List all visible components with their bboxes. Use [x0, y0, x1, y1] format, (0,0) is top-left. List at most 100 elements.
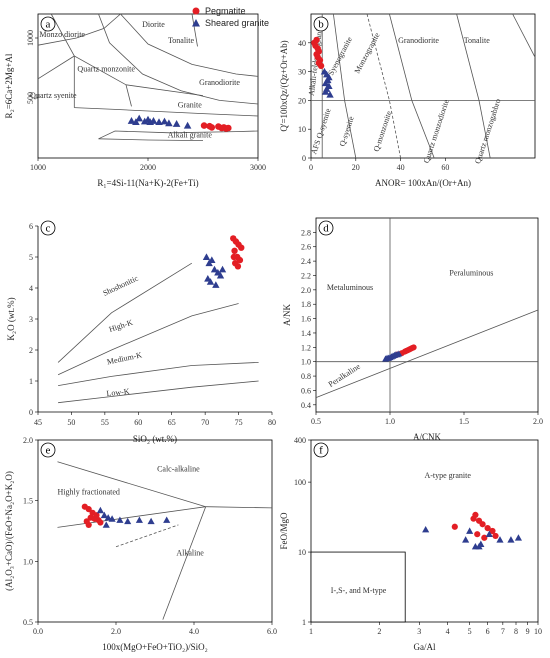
field-boundary	[37, 13, 121, 46]
sheared-granite-point	[96, 506, 104, 514]
field-label: Granodiorite	[199, 78, 240, 87]
y-tick-label: 0.4	[301, 401, 311, 410]
y-tick-label: 2.6	[301, 243, 311, 252]
field-label: High-K	[108, 318, 134, 334]
field-label: Tonalite	[464, 36, 491, 45]
x-tick-label: 20	[352, 163, 360, 172]
sheared-granite-point	[163, 516, 171, 523]
sheared-granite-point	[165, 119, 173, 127]
pegmatite-point	[230, 253, 238, 261]
sheared-granite-point	[202, 253, 211, 260]
pegmatite-point	[97, 519, 104, 526]
y-tick-label: 1.0	[23, 557, 33, 566]
y-tick-label: 1	[29, 377, 33, 386]
legend-label: Sheared granite	[205, 18, 269, 28]
field-boundary	[456, 13, 491, 159]
field-boundary	[512, 13, 536, 58]
y-tick-label: 3	[29, 315, 33, 324]
sheared-granite-point	[466, 527, 474, 534]
y-tick-label: 1.5	[23, 497, 33, 506]
pegmatite-point	[479, 521, 486, 528]
y-axis-label: (Al₂O₃+CaO)/(FeO+Na₂O+K₂O)	[4, 471, 14, 591]
y-tick-label: 5	[29, 253, 33, 262]
sheared-granite-point	[210, 265, 219, 273]
panel-letter: e	[46, 445, 51, 457]
legend-circle-marker	[192, 7, 200, 15]
sheared-granite-point	[116, 516, 124, 523]
field-boundary	[58, 380, 259, 404]
y-axis-label: K₂O (wt.%)	[6, 297, 16, 340]
x-tick-label: 65	[168, 418, 176, 427]
x-tick-label: 2	[377, 627, 381, 636]
y-tick-label: 30	[298, 68, 306, 77]
field-boundary	[98, 13, 259, 105]
field-boundary	[205, 506, 273, 509]
x-tick-label: 45	[34, 418, 42, 427]
sheared-granite-point	[218, 265, 227, 273]
sheared-granite-point	[216, 271, 225, 279]
field-boundary	[315, 309, 539, 398]
sheared-granite-point	[102, 521, 110, 528]
x-tick-label: 50	[67, 418, 75, 427]
field-label: Highly fractionated	[57, 488, 119, 497]
x-tick-label: 2.0	[533, 417, 543, 426]
field-label: Low-K	[106, 387, 130, 398]
y-tick-label: 1.8	[301, 300, 311, 309]
sheared-granite-point	[104, 514, 112, 521]
x-tick-label: 0	[309, 163, 313, 172]
x-tick-label: 8	[514, 627, 518, 636]
sheared-granite-point	[108, 515, 116, 522]
field-boundary	[98, 138, 204, 141]
field-boundary	[50, 13, 204, 96]
field-label: Tonalite	[168, 36, 195, 45]
y-tick-label: 0.6	[301, 386, 311, 395]
x-tick-label: 6	[486, 627, 490, 636]
pegmatite-point	[313, 36, 320, 44]
field-label: Peralkaline	[327, 362, 362, 389]
panel-letter-badge	[313, 16, 329, 32]
pegmatite-point	[231, 247, 238, 254]
y-axis-label: FeO/MgO	[279, 512, 289, 550]
pegmatite-point	[451, 523, 458, 530]
sheared-granite-point	[514, 534, 523, 541]
panel-letter: a	[46, 19, 51, 31]
x-tick-label: 2.0	[111, 627, 121, 636]
pegmatite-point	[208, 124, 216, 131]
field-label: Q-monzonite	[372, 109, 394, 152]
field-label: Calc-alkaline	[157, 465, 200, 474]
pegmatite-point	[85, 521, 92, 529]
y-tick-label: 2.2	[301, 271, 311, 280]
panel-letter: b	[318, 19, 324, 31]
sheared-granite-point	[395, 350, 403, 357]
sheared-granite-point	[149, 117, 158, 124]
pegmatite-point	[236, 256, 244, 264]
x-axis-label: 100x(MgO+FeO+TiO₂)/SiO₂	[102, 642, 208, 652]
field-boundary	[74, 107, 259, 117]
plot-frame	[310, 13, 536, 159]
pegmatite-point	[409, 345, 416, 352]
x-tick-label: 5	[468, 627, 472, 636]
x-axis-label: R₁=4Si-11(Na+K)-2(Fe+Ti)	[97, 178, 198, 188]
sheared-granite-point	[124, 517, 132, 525]
x-tick-label: 4	[446, 627, 450, 636]
field-label: Shoshonitic	[101, 273, 139, 297]
y-tick-label: 0	[29, 408, 33, 417]
sheared-granite-point	[127, 117, 136, 124]
field-label: Monzo diorite	[39, 30, 85, 39]
panel-letter-badge	[313, 442, 329, 458]
x-tick-label: 40	[397, 163, 405, 172]
panel-letter: d	[323, 223, 329, 235]
sheared-granite-point	[135, 114, 143, 122]
sheared-granite-point	[204, 275, 212, 282]
x-tick-label: 7	[501, 627, 505, 636]
plot-frame	[310, 439, 539, 623]
x-tick-label: 3000	[250, 163, 266, 172]
sheared-granite-point	[462, 536, 470, 543]
sheared-granite-point	[485, 530, 493, 538]
y-axis-label: Q'=100xQz/(Qz+Or+Ab)	[279, 40, 289, 131]
legend-label: Pegmatite	[205, 6, 246, 16]
sheared-granite-point	[135, 516, 143, 523]
field-label: Quartz monzogabbro	[473, 98, 503, 165]
